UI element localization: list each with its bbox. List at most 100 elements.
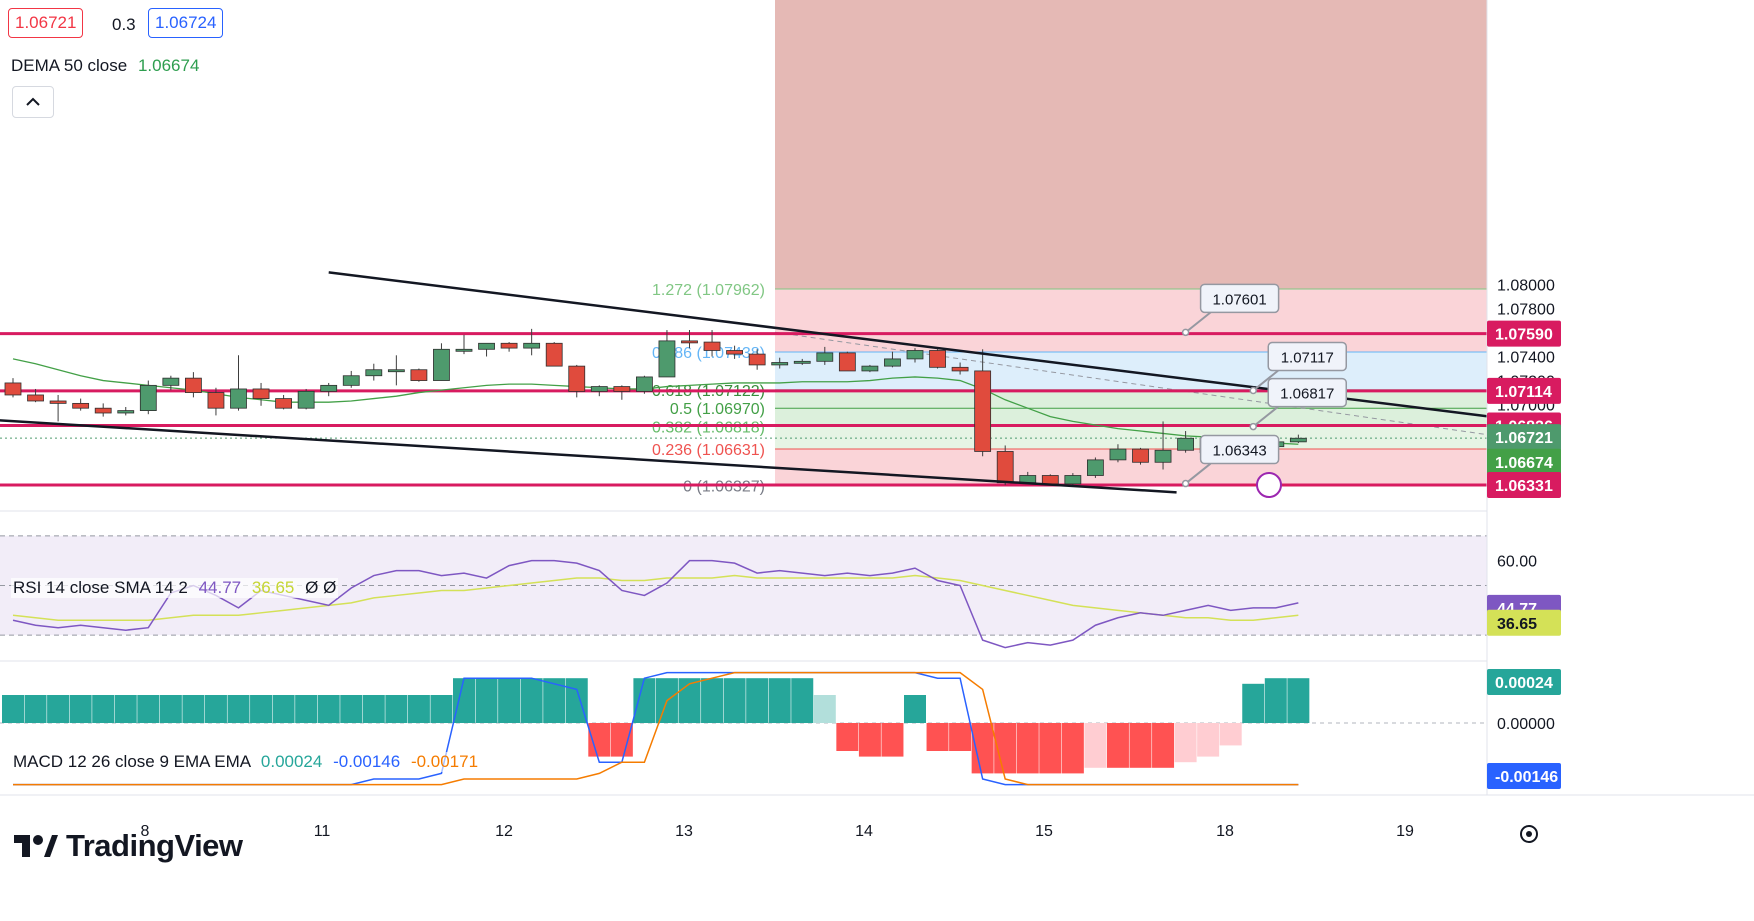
candle [523,342,541,349]
candle [816,352,834,362]
candle [433,348,450,381]
macd-legend[interactable]: MACD 12 26 close 9 EMA EMA 0.00024 -0.00… [11,752,481,772]
brand-name: TradingView [66,828,243,863]
macd-histogram-bar [881,723,904,757]
rsi-legend[interactable]: RSI 14 close SMA 14 2 44.77 36.65 Ø Ø [11,578,339,598]
time-tick-label: 19 [1396,823,1414,840]
candle [500,342,518,349]
macd-value-label: -0.00146 [1495,769,1558,786]
candle [230,388,247,409]
candle [726,350,743,355]
bid-price-box[interactable]: 1.06721 [8,8,84,38]
candle [838,352,856,372]
macd-histogram-bar [92,695,115,723]
macd-histogram-bar [1174,723,1197,763]
tradingview-logo[interactable]: TradingView [14,828,243,864]
macd-value-label: 0.00024 [1495,675,1553,692]
time-tick-label: 13 [675,823,693,840]
settings-gear-icon [1520,825,1538,843]
candle [613,386,631,392]
macd-value-box [1487,669,1561,695]
price-tick-label: 1.07400 [1497,350,1555,367]
rsi-tick-label: 60.00 [1497,554,1537,571]
time-tick-label: 18 [1216,823,1234,840]
candle [275,398,293,409]
candle [1154,449,1172,463]
callout-box [1267,377,1347,408]
ask-price-box[interactable]: 1.06724 [148,8,224,38]
macd-histogram-bar [114,695,137,723]
candle [410,369,428,381]
candle [884,358,901,367]
fib-zone-1272 [775,288,1487,352]
price-label-box [1487,377,1561,404]
fib-zone-236 [775,448,1487,486]
macd-pane [0,660,1487,786]
macd-histogram-bar [182,695,205,723]
candle [861,365,879,372]
macd-histogram-bar [813,695,836,723]
candle [342,375,360,386]
alert-icon [1256,472,1282,498]
macd-histogram-bar [610,723,633,757]
time-tick-label: 15 [1035,823,1053,840]
candle [1177,437,1194,451]
ask-price: 1.06724 [155,13,217,32]
candle [4,382,22,396]
price-label-box [1487,320,1561,347]
callout-label: 1.07117 [1281,350,1334,367]
macd-histogram-bar [904,695,926,723]
macd-histogram-bar [272,695,295,723]
candle [906,350,924,360]
candle [297,390,315,409]
macd-histogram-bar [1197,723,1220,757]
macd-histogram-bar [858,723,881,757]
macd-histogram-bar [69,695,92,723]
chevron-up-icon [26,97,40,106]
candle [974,370,992,452]
candle [703,341,721,351]
dema-value: 1.06674 [137,56,200,75]
macd-histogram-bar [362,695,385,723]
collapse-legend-button[interactable] [12,86,54,118]
candle [951,366,969,372]
candle [1041,475,1059,485]
callout-pointer [1184,462,1212,485]
price-tick-label: 1.07800 [1497,301,1555,318]
macd-histogram-bar [250,695,273,723]
macd-histogram-bar [24,695,47,723]
macd-histogram-bar [926,723,949,751]
candle [27,394,44,402]
macd-histogram-bar [746,678,769,723]
time-tick-label: 8 [141,823,150,840]
macd-histogram-bar [1264,678,1287,723]
macd-histogram-bar [1287,678,1310,723]
time-tick-label: 12 [495,823,513,840]
callout-label: 1.06817 [1280,386,1334,403]
callout-label: 1.07601 [1212,291,1266,308]
price-label: 1.07590 [1495,327,1553,344]
macd-histogram-bar [1016,723,1039,774]
callout-box [1267,341,1347,372]
callout-label: 1.06343 [1212,443,1266,460]
macd-line-value: -0.00146 [333,752,401,771]
callout-box [1199,434,1280,465]
macd-histogram-bar [723,678,746,723]
settings-gear-center [1526,831,1532,837]
macd-histogram-bar [1219,723,1242,746]
candle [365,369,383,377]
macd-histogram-bar [520,678,543,723]
macd-tick-label: 0.00000 [1497,716,1555,733]
candle [252,388,270,399]
price-label: 1.06721 [1495,430,1553,447]
candle [1019,475,1037,484]
time-axis: 8 11 12 13 14 15 18 19 [0,794,1754,843]
bid-price: 1.06721 [15,13,77,32]
macd-label: MACD 12 26 close 9 EMA EMA [13,752,251,771]
dema-legend[interactable]: DEMA 50 close 1.06674 [11,56,199,76]
macd-signal-line [13,671,1299,786]
fib-zone-top [775,0,1487,289]
rsi-value-box [1487,609,1561,636]
macd-histogram-bar [1061,723,1084,774]
price-axis: 1.080001.078001.074001.072001.070001.064… [1486,0,1754,921]
